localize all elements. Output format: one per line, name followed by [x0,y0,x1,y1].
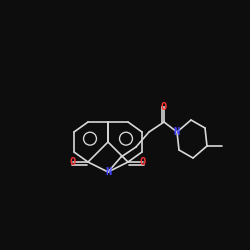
Text: N: N [174,127,180,137]
Text: O: O [70,157,76,167]
Text: O: O [161,102,167,112]
Text: O: O [140,157,146,167]
Text: N: N [105,167,111,177]
